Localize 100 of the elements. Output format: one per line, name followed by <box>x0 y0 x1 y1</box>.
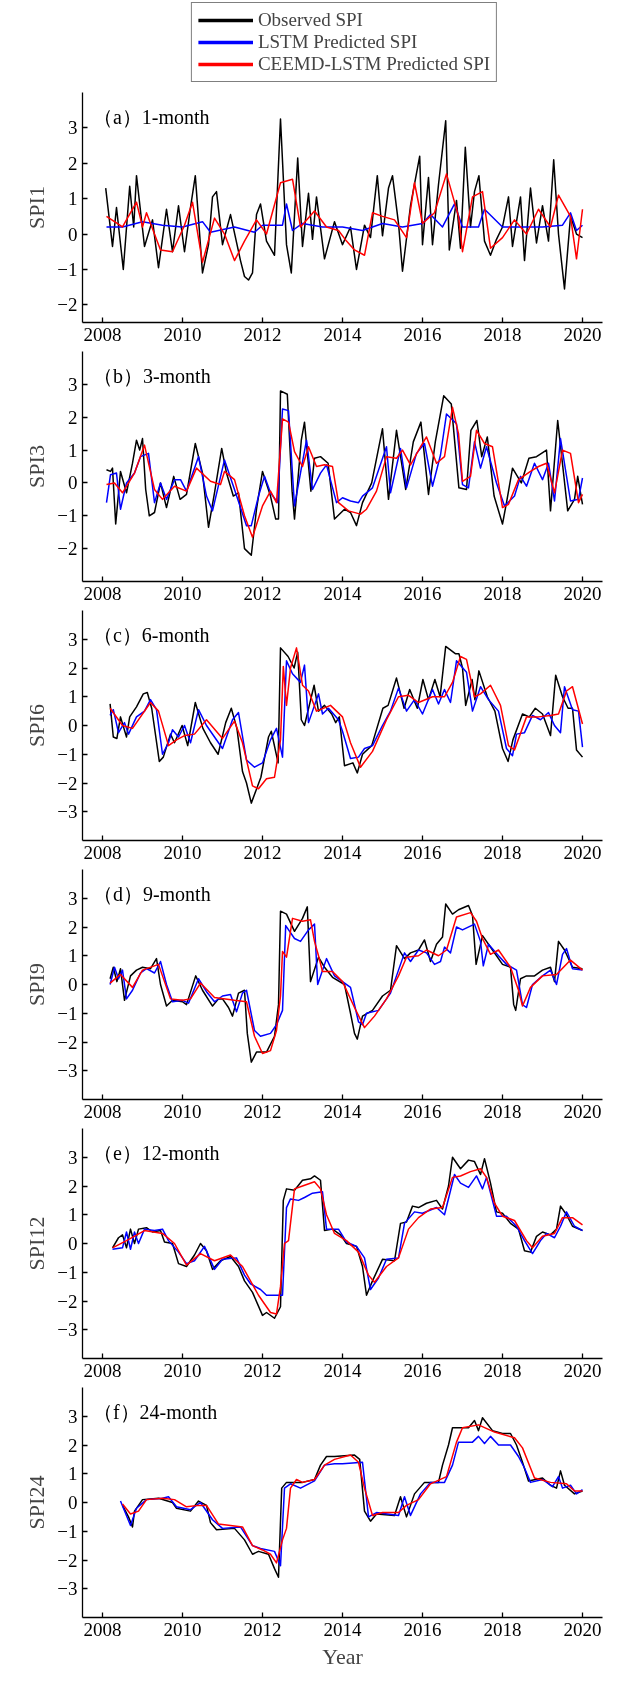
y-axis-title: SPI12 <box>24 1216 50 1271</box>
x-tick-label: 2014 <box>323 1359 362 1381</box>
y-tick-label: 1 <box>68 686 78 708</box>
x-tick-label: 2020 <box>563 1618 602 1640</box>
y-tick-label: 2 <box>68 916 78 938</box>
y-tick-label: 0 <box>68 472 78 494</box>
y-tick-label: 3 <box>68 887 78 909</box>
x-tick-label: 2008 <box>83 1359 122 1381</box>
y-tick-label: 0 <box>68 974 78 995</box>
y-tick-label: −2 <box>57 1549 78 1571</box>
x-tick-label: 2020 <box>563 841 602 863</box>
y-tick-label: −1 <box>57 505 78 527</box>
y-tick-label: 0 <box>68 1233 78 1254</box>
x-tick-label: 2018 <box>483 1618 522 1640</box>
legend-label: CEEMD-LSTM Predicted SPI <box>257 53 491 75</box>
y-axis-title: SPI1 <box>24 186 50 229</box>
y-tick-label: −2 <box>57 538 78 560</box>
x-tick-label: 2008 <box>83 1618 122 1640</box>
x-tick-label: 2016 <box>403 1618 442 1640</box>
x-tick-label: 2020 <box>563 582 602 604</box>
y-tick-label: 2 <box>68 1175 78 1197</box>
annotation: （b）3-month <box>92 365 211 388</box>
y-tick-label: 2 <box>68 406 78 428</box>
x-tick-label: 2018 <box>483 1359 522 1381</box>
y-tick-label: 3 <box>68 1146 78 1168</box>
y-tick-label: 3 <box>68 628 78 650</box>
x-tick-label: 2010 <box>163 582 202 604</box>
x-tick-label: 2008 <box>83 582 122 604</box>
x-tick-label: 2020 <box>563 1359 602 1381</box>
y-tick-label: 3 <box>68 117 78 139</box>
x-tick-label: 2008 <box>83 323 122 345</box>
x-tick-label: 2016 <box>403 582 442 604</box>
x-tick-label: 2012 <box>243 841 282 863</box>
x-tick-label: 2016 <box>403 841 442 863</box>
x-tick-label: 2018 <box>483 1100 522 1122</box>
y-tick-label: 0 <box>68 715 78 736</box>
y-tick-label: −3 <box>57 1319 78 1341</box>
y-tick-label: 3 <box>68 373 78 395</box>
x-axis-title: Year <box>322 1643 364 1669</box>
x-tick-label: 2018 <box>483 582 522 604</box>
x-tick-label: 2010 <box>163 1359 202 1381</box>
x-tick-label: 2014 <box>323 1618 362 1640</box>
y-tick-label: 3 <box>68 1405 78 1427</box>
y-tick-label: 0 <box>68 223 78 245</box>
line-series <box>111 1173 584 1296</box>
y-tick-label: −3 <box>57 801 78 823</box>
y-tick-label: −2 <box>57 294 78 316</box>
line-series <box>109 923 584 1037</box>
legend-label: Observed SPI <box>257 9 363 31</box>
x-tick-label: 2014 <box>323 323 362 345</box>
x-tick-label: 2010 <box>163 1618 202 1640</box>
x-tick-label: 2012 <box>243 323 282 345</box>
x-tick-label: 2016 <box>403 323 442 345</box>
x-tick-label: 2016 <box>403 1100 442 1122</box>
y-tick-label: −3 <box>57 1060 78 1082</box>
y-tick-label: 1 <box>68 1204 78 1226</box>
annotation: （e）12-month <box>92 1142 220 1165</box>
annotation: （c）6-month <box>92 624 210 647</box>
y-tick-label: 2 <box>68 152 78 174</box>
y-axis-title: SPI6 <box>24 704 50 747</box>
x-tick-label: 2010 <box>163 1100 202 1122</box>
legend-label: LSTM Predicted SPI <box>257 31 418 53</box>
annotation: （f）24-month <box>92 1401 218 1424</box>
x-tick-label: 2014 <box>323 841 362 863</box>
y-tick-label: −1 <box>57 1002 78 1024</box>
line-series <box>105 390 584 556</box>
y-axis-title: SPI3 <box>24 445 50 488</box>
y-tick-label: −2 <box>57 1031 78 1053</box>
y-tick-label: −1 <box>57 1261 78 1283</box>
y-tick-label: −1 <box>57 743 78 765</box>
x-tick-label: 2010 <box>163 841 202 863</box>
x-tick-label: 2016 <box>403 1359 442 1381</box>
x-tick-label: 2012 <box>243 1100 282 1122</box>
y-tick-label: −1 <box>57 1520 78 1542</box>
annotation: （d）9-month <box>92 883 211 906</box>
y-tick-label: 0 <box>68 1492 78 1513</box>
y-tick-label: −3 <box>57 1578 78 1600</box>
y-tick-label: 2 <box>68 1434 78 1456</box>
line-series <box>105 203 584 234</box>
y-tick-label: 2 <box>68 657 78 679</box>
line-series <box>105 173 584 264</box>
y-axis-title: SPI24 <box>24 1475 50 1530</box>
x-tick-label: 2018 <box>483 841 522 863</box>
x-tick-label: 2012 <box>243 582 282 604</box>
x-tick-label: 2020 <box>563 1100 602 1122</box>
line-series <box>109 660 584 768</box>
x-tick-label: 2014 <box>323 1100 362 1122</box>
y-tick-label: −2 <box>57 1290 78 1312</box>
x-tick-label: 2014 <box>323 582 362 604</box>
y-tick-label: 1 <box>68 188 78 210</box>
x-tick-label: 2008 <box>83 841 122 863</box>
annotation: （a）1-month <box>92 106 210 129</box>
x-tick-label: 2012 <box>243 1618 282 1640</box>
y-axis-title: SPI9 <box>24 963 50 1006</box>
y-tick-label: −1 <box>57 258 78 280</box>
y-tick-label: 1 <box>68 945 78 967</box>
x-tick-label: 2010 <box>163 323 202 345</box>
y-tick-label: 1 <box>68 1463 78 1485</box>
x-tick-label: 2008 <box>83 1100 122 1122</box>
y-tick-label: 1 <box>68 439 78 461</box>
